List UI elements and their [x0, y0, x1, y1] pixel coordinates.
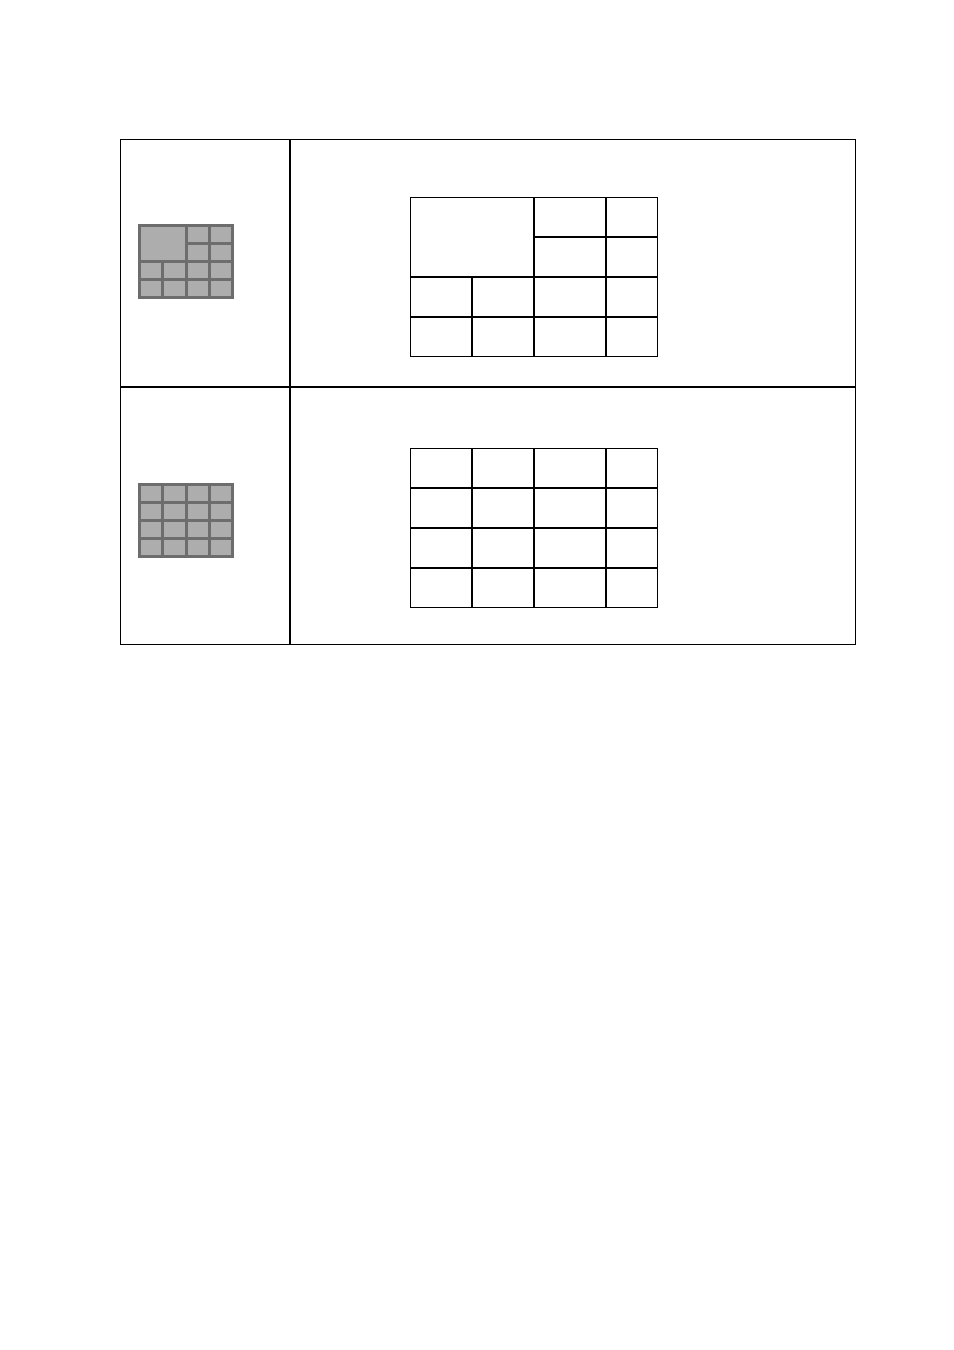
example-grid [410, 448, 658, 608]
grid-icon [138, 224, 234, 299]
grid-icon-cell [188, 263, 208, 278]
grid-icon-cell [141, 281, 161, 296]
grid-icon-cell [211, 486, 231, 501]
grid-icon-cell [188, 504, 208, 519]
example-grid-cell [534, 317, 606, 357]
page [0, 0, 954, 1350]
example-grid-cell [410, 568, 472, 608]
grid-icon-cell [211, 227, 231, 242]
example-grid-cell [472, 568, 534, 608]
example-grid-cell [606, 197, 658, 237]
grid-icon-cell [164, 522, 184, 537]
grid-icon-cell [164, 263, 184, 278]
example-grid-cell [606, 317, 658, 357]
grid-icon-cell [211, 504, 231, 519]
grid-icon-cell [141, 540, 161, 555]
grid-icon [138, 483, 234, 558]
example-grid-cell [534, 528, 606, 568]
grid-icon-cell [141, 227, 185, 260]
example-grid-cell [606, 237, 658, 277]
example-grid-cell [534, 197, 606, 237]
grid-icon-cell [188, 281, 208, 296]
example-grid-cell [606, 528, 658, 568]
grid-icon-cell [141, 486, 161, 501]
example-grid-cell [606, 448, 658, 488]
example-grid-cell [534, 568, 606, 608]
grid-icon-cell [141, 263, 161, 278]
grid-icon-cell [211, 281, 231, 296]
grid-icon-cell [164, 504, 184, 519]
example-grid-cell [410, 197, 534, 277]
example-grid-cell [606, 488, 658, 528]
example-grid-cell [534, 488, 606, 528]
grid-icon-cell [188, 522, 208, 537]
grid-icon-cell [211, 540, 231, 555]
example-grid-cell [534, 237, 606, 277]
grid-icon-cell [188, 540, 208, 555]
example-grid [410, 197, 658, 357]
example-grid-cell [472, 277, 534, 317]
example-grid-cell [410, 488, 472, 528]
grid-icon-cell [211, 245, 231, 260]
grid-icon-cell [164, 281, 184, 296]
grid-icon-cell [211, 263, 231, 278]
example-grid-cell [534, 277, 606, 317]
grid-icon-cell [164, 486, 184, 501]
example-grid-cell [472, 448, 534, 488]
example-grid-cell [410, 448, 472, 488]
grid-icon-cell [211, 522, 231, 537]
grid-icon-cell [188, 227, 208, 242]
example-grid-cell [606, 568, 658, 608]
grid-icon-cell [188, 245, 208, 260]
example-grid-cell [472, 488, 534, 528]
example-grid-cell [410, 317, 472, 357]
example-grid-cell [410, 277, 472, 317]
example-grid-cell [410, 528, 472, 568]
example-grid-cell [472, 528, 534, 568]
example-grid-cell [472, 317, 534, 357]
example-grid-cell [534, 448, 606, 488]
grid-icon-cell [188, 486, 208, 501]
grid-icon-cell [141, 504, 161, 519]
grid-icon-cell [141, 522, 161, 537]
grid-icon-cell [164, 540, 184, 555]
example-grid-cell [606, 277, 658, 317]
